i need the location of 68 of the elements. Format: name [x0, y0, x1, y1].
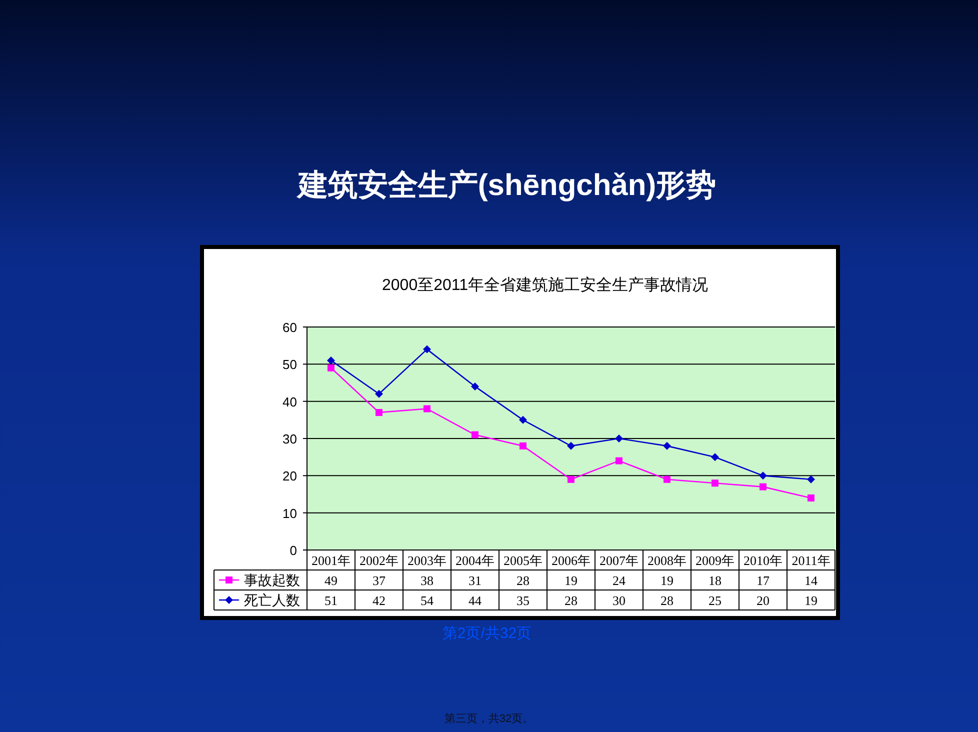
data-label: 17 [756, 573, 770, 588]
x-tick-label: 2004年 [456, 553, 494, 568]
y-tick-label: 50 [282, 357, 297, 372]
x-tick-label: 2005年 [504, 553, 542, 568]
point [760, 483, 766, 490]
point [808, 494, 814, 502]
data-label: 28 [660, 593, 674, 608]
x-tick-label: 2008年 [648, 553, 686, 568]
data-label: 42 [372, 593, 386, 608]
data-label: 51 [324, 593, 338, 608]
point [664, 476, 670, 483]
x-tick-label: 2002年 [360, 553, 398, 568]
data-label: 49 [324, 573, 338, 588]
point [663, 442, 671, 450]
data-label: 25 [708, 593, 722, 608]
point [471, 382, 479, 390]
data-label: 28 [564, 593, 578, 608]
data-label: 44 [468, 593, 482, 608]
legend-label: 事故起数 [244, 572, 300, 588]
chart-title: 建筑安全生产(shēngchǎn)形势 [296, 168, 716, 202]
x-tick-label: 2003年 [408, 553, 446, 568]
data-label: 24 [612, 573, 626, 588]
text: 第三页，共32页。 [444, 712, 534, 725]
y-tick-label: 30 [282, 432, 297, 446]
x-tick-label: 2006年 [552, 553, 590, 568]
text: 第2页/共32页 [442, 625, 532, 642]
x-tick-label: 2010年 [744, 553, 782, 568]
x-tick-label: 2009年 [696, 553, 734, 568]
point [376, 408, 382, 416]
chart-subtitle: 2000至2011年全省建筑施工安全生产事故情况 [382, 276, 708, 294]
point [328, 364, 334, 372]
y-tick-label: 60 [282, 320, 297, 335]
point [712, 480, 718, 487]
data-label: 18 [708, 573, 722, 588]
point [423, 345, 431, 354]
point [711, 453, 719, 462]
point [327, 356, 335, 364]
point [567, 442, 575, 450]
x-tick-label: 2001年 [312, 553, 350, 568]
point [807, 475, 815, 484]
data-label: 19 [804, 593, 818, 608]
data-label: 20 [756, 593, 770, 608]
x-tick-label: 2007年 [600, 553, 638, 568]
point [375, 390, 383, 398]
point [519, 416, 527, 424]
x-tick-label: 2011年 [792, 553, 830, 568]
point [568, 476, 574, 483]
legend-label: 死亡人数 [244, 592, 300, 608]
data-label: 54 [420, 593, 434, 608]
data-label: 28 [516, 573, 530, 588]
y-tick-label: 20 [282, 468, 297, 484]
data-label: 31 [468, 573, 482, 588]
data-label: 37 [372, 573, 386, 588]
point [424, 405, 430, 412]
point [472, 431, 478, 438]
point [520, 442, 526, 450]
y-tick-label: 0 [290, 543, 297, 558]
data-label: 19 [660, 573, 674, 588]
data-label: 38 [420, 573, 434, 588]
data-label: 35 [516, 593, 530, 608]
data-label: 19 [564, 573, 578, 588]
data-label: 14 [804, 573, 818, 588]
y-tick-label: 10 [282, 506, 297, 521]
point [615, 434, 623, 442]
point [616, 457, 622, 464]
data-label: 30 [612, 593, 626, 608]
point [759, 472, 767, 480]
y-tick-label: 40 [282, 394, 297, 410]
